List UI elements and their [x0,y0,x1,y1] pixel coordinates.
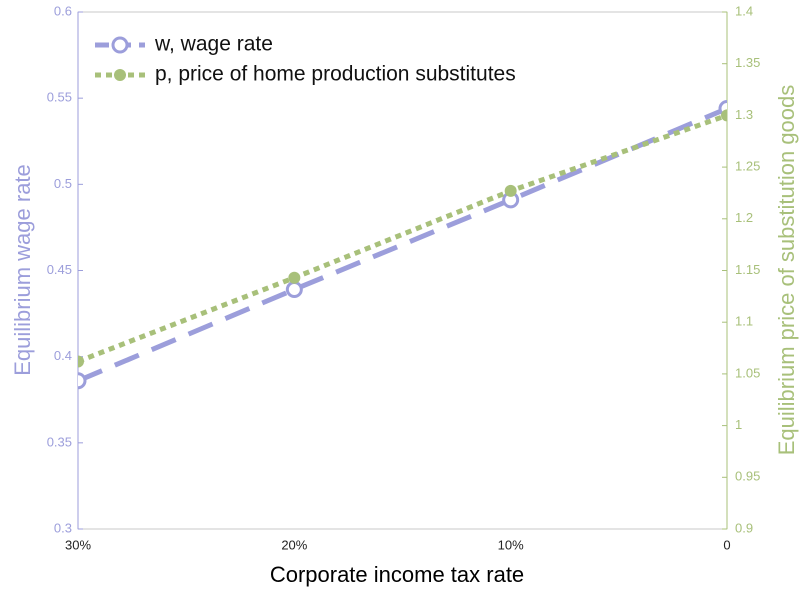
y2-tick-label: 1.2 [735,210,753,225]
y2-tick-label: 0.9 [735,520,753,535]
x-tick-label: 30% [65,537,91,552]
y2-tick-label: 1.05 [735,365,760,380]
y-tick-label: 0.55 [47,90,72,105]
y2-axis-label: Equilibrium price of substitution goods [774,85,799,456]
plot-area [78,100,727,390]
y2-tick-label: 1 [735,417,742,432]
y-tick-label: 0.45 [47,262,72,277]
legend-marker [111,36,129,54]
y-tick-label: 0.3 [54,520,72,535]
legend-label: p, price of home production substitutes [155,63,516,86]
y2-tick-label: 1.1 [735,314,753,329]
y-tick-label: 0.5 [54,176,72,191]
y2-tick-label: 1.35 [735,55,760,70]
y2-tick-label: 1.25 [735,159,760,174]
series-marker [285,280,303,298]
legend-marker [114,69,126,81]
x-tick-label: 20% [281,537,307,552]
series-line [78,113,727,364]
series-marker [504,184,517,197]
legend-label: w, wage rate [154,33,273,56]
y-tick-label: 0.35 [47,434,72,449]
series-marker [721,109,727,122]
series-marker [78,372,87,390]
series-marker [288,271,301,284]
y-tick-label: 0.6 [54,3,72,18]
x-axis-label: Corporate income tax rate [270,562,524,587]
y2-tick-label: 1.4 [735,3,753,18]
series-marker [78,355,84,368]
series-line [78,106,727,384]
y-axis-label: Equilibrium wage rate [10,164,35,376]
y2-tick-label: 1.15 [735,262,760,277]
y2-tick-label: 0.95 [735,469,760,484]
x-tick-label: 10% [498,537,524,552]
y-tick-label: 0.4 [54,348,72,363]
x-tick-label: 0 [723,537,730,552]
plot-frame [77,11,728,530]
y2-tick-label: 1.3 [735,107,753,122]
